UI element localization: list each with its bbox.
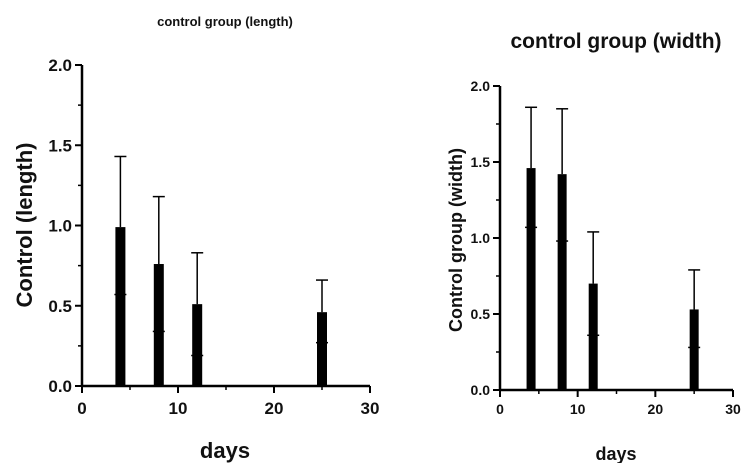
bars <box>115 227 327 386</box>
chart-title: control group (width) <box>510 30 721 53</box>
axes <box>493 85 734 397</box>
y-tick-label: 1.5 <box>48 136 72 155</box>
error-bars <box>525 106 701 349</box>
error-bars <box>114 155 328 357</box>
bar <box>192 304 203 386</box>
y-tick-label: 0.5 <box>48 297 72 316</box>
x-tick-labels: 0 10 20 30 <box>496 401 741 417</box>
y-tick-label: 0.5 <box>471 306 491 322</box>
y-tick-label: 1.5 <box>471 154 491 170</box>
bar <box>115 227 126 386</box>
y-tick-labels: 0.0 0.5 1.0 1.5 2.0 <box>48 56 72 396</box>
x-tick-labels: 0 10 20 30 <box>77 399 379 418</box>
x-tick-label: 20 <box>648 401 664 417</box>
x-tick-label: 30 <box>361 399 380 418</box>
y-tick-label: 2.0 <box>48 56 72 75</box>
bar <box>557 174 567 390</box>
x-tick-label: 30 <box>725 401 741 417</box>
bar <box>526 168 536 390</box>
x-tick-label: 0 <box>496 401 504 417</box>
y-axis-label: Control group (width) <box>446 148 466 332</box>
bars <box>526 168 699 390</box>
y-tick-label: 1.0 <box>48 217 72 236</box>
chart-title: control group (length) <box>157 14 293 29</box>
bar <box>588 283 598 390</box>
chart-width: control group (width) 0.0 0.5 1.0 1.5 2.0 0 1… <box>446 30 741 463</box>
y-axis-label: Control (length) <box>12 143 37 308</box>
y-tick-label: 0.0 <box>471 382 491 398</box>
x-tick-label: 10 <box>570 401 586 417</box>
bar <box>153 264 164 386</box>
x-axis-label: days <box>595 444 636 463</box>
bar <box>689 309 699 390</box>
chart-length: control group (length) 0.0 0.5 1.0 1.5 2.0 0… <box>12 14 379 463</box>
y-tick-label: 1.0 <box>471 230 491 246</box>
bar <box>317 312 327 386</box>
x-axis-label: days <box>200 438 250 463</box>
x-tick-label: 20 <box>265 399 284 418</box>
x-tick-label: 10 <box>169 399 188 418</box>
y-tick-label: 2.0 <box>471 78 491 94</box>
y-tick-labels: 0.0 0.5 1.0 1.5 2.0 <box>471 78 491 398</box>
x-tick-label: 0 <box>77 399 86 418</box>
y-tick-label: 0.0 <box>48 377 72 396</box>
